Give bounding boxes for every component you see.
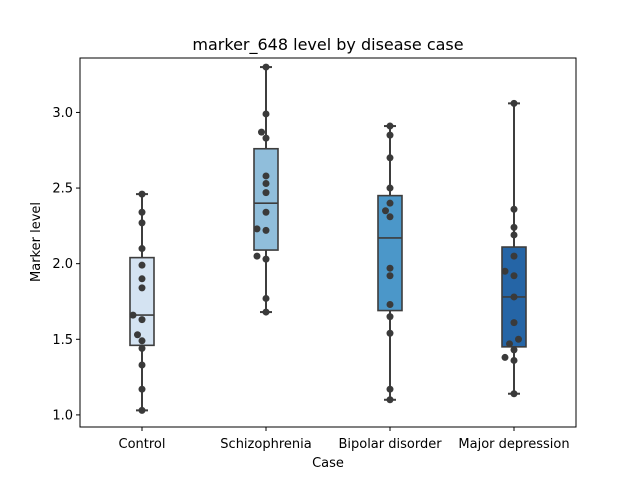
data-point — [501, 353, 509, 361]
data-point — [501, 267, 509, 275]
data-point — [262, 134, 270, 142]
data-point — [382, 207, 389, 215]
data-point — [138, 316, 146, 324]
box-group — [501, 102, 527, 395]
data-point — [386, 385, 394, 393]
data-point — [129, 311, 137, 319]
data-point — [386, 122, 394, 130]
data-point — [138, 219, 146, 227]
data-point — [510, 231, 518, 239]
data-point — [262, 63, 270, 71]
data-point — [138, 190, 146, 198]
data-point — [138, 208, 146, 216]
box — [377, 194, 403, 312]
data-point — [386, 154, 394, 162]
data-point — [138, 275, 146, 283]
data-point — [262, 294, 270, 302]
x-tick-label: Control — [119, 437, 166, 452]
data-point — [253, 252, 261, 260]
data-point — [386, 301, 394, 309]
y-axis-label: Marker level — [29, 202, 44, 282]
data-point — [386, 329, 394, 337]
y-axis: 1.0 1.5 2.0 2.5 3.0 — [52, 106, 80, 423]
data-point — [510, 252, 518, 260]
box — [129, 256, 155, 347]
data-point — [262, 189, 270, 197]
data-point — [138, 337, 146, 345]
y-tick-label: 3.0 — [52, 106, 73, 121]
data-point — [510, 99, 518, 107]
box — [253, 147, 279, 251]
data-point — [510, 319, 518, 327]
data-point — [386, 264, 394, 272]
data-point — [134, 331, 141, 339]
x-tick-label: Schizophrenia — [220, 437, 311, 452]
data-point — [386, 396, 394, 404]
data-point — [253, 225, 261, 233]
data-point — [506, 340, 513, 348]
data-point — [138, 361, 146, 369]
box-group — [377, 125, 403, 401]
data-point — [386, 272, 394, 280]
data-point — [386, 199, 394, 207]
data-point — [386, 213, 394, 221]
box-group — [129, 193, 155, 412]
data-point — [510, 293, 518, 301]
plot-frame — [79, 57, 577, 428]
points-layer — [129, 63, 522, 414]
data-point — [510, 346, 518, 354]
y-tick-label: 2.5 — [52, 182, 73, 197]
data-point — [510, 272, 518, 280]
data-point — [138, 344, 146, 352]
data-point — [262, 308, 270, 316]
data-point — [262, 172, 270, 180]
data-point — [386, 184, 394, 192]
data-point — [515, 335, 522, 343]
boxes-layer — [129, 66, 527, 412]
y-tick-label: 1.5 — [52, 333, 73, 348]
data-point — [510, 356, 518, 364]
data-point — [510, 205, 518, 213]
x-tick-label: Major depression — [458, 437, 569, 452]
y-tick-label: 1.0 — [52, 408, 73, 423]
data-point — [138, 385, 146, 393]
data-point — [258, 128, 265, 136]
data-point — [386, 131, 394, 139]
x-axis-label: Case — [312, 456, 344, 471]
data-point — [262, 226, 270, 234]
data-point — [510, 390, 518, 398]
data-point — [138, 245, 146, 253]
data-point — [138, 261, 146, 269]
data-point — [262, 180, 270, 188]
data-point — [262, 110, 270, 118]
data-point — [262, 208, 270, 216]
data-point — [138, 284, 146, 292]
data-point — [386, 313, 394, 321]
data-point — [510, 223, 518, 231]
data-point — [262, 255, 270, 263]
x-axis: Control Schizophrenia Bipolar disorder Majo… — [119, 427, 570, 452]
y-tick-label: 2.0 — [52, 257, 73, 272]
x-tick-label: Bipolar disorder — [338, 437, 442, 452]
chart-title: marker_648 level by disease case — [192, 35, 463, 55]
data-point — [138, 406, 146, 414]
